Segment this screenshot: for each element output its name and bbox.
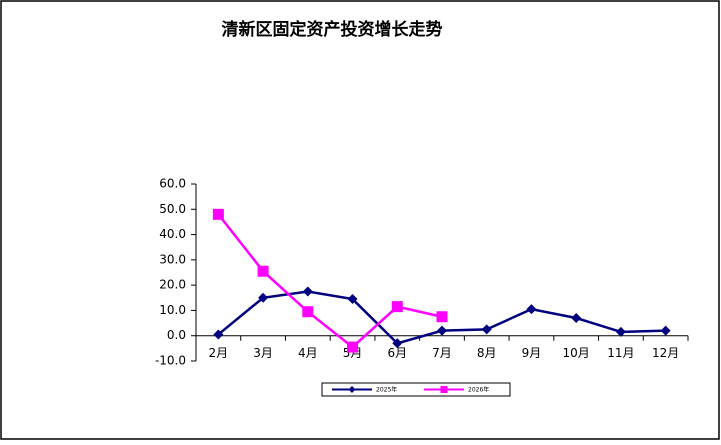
marker <box>213 329 224 340</box>
series-line <box>217 213 443 349</box>
x-tick-label: 12月 <box>652 346 679 360</box>
x-tick-label: 7月 <box>432 346 452 360</box>
marker <box>258 292 269 303</box>
marker <box>257 265 269 277</box>
marker <box>526 304 537 315</box>
y-tick-label: 60.0 <box>159 177 186 191</box>
marker <box>440 386 448 393</box>
x-tick-label: 4月 <box>298 346 318 360</box>
x-tick-label: 9月 <box>522 346 542 360</box>
marker <box>392 338 403 349</box>
marker <box>615 326 626 337</box>
x-tick-label: 11月 <box>607 346 634 360</box>
marker <box>347 294 358 305</box>
x-tick-label: 8月 <box>477 346 497 360</box>
x-tick-label: 2月 <box>209 346 229 360</box>
chart-title: 清新区固定资产投资增长走势 <box>222 19 443 40</box>
legend-label: 2026年 <box>468 386 489 394</box>
x-tick-label: 3月 <box>253 346 273 360</box>
legend-box <box>321 382 511 397</box>
marker <box>481 324 492 335</box>
y-tick-label: -10.0 <box>155 354 186 368</box>
y-tick-label: 20.0 <box>159 278 186 292</box>
marker <box>302 306 314 318</box>
legend-label: 2025年 <box>376 386 397 394</box>
y-tick-label: 30.0 <box>159 252 186 266</box>
x-tick-label: 10月 <box>563 346 590 360</box>
y-tick-label: 10.0 <box>159 303 186 317</box>
marker <box>348 386 356 393</box>
marker <box>660 325 671 336</box>
marker <box>212 208 224 220</box>
marker <box>436 311 448 323</box>
marker <box>571 313 582 324</box>
marker <box>391 301 403 313</box>
y-tick-label: 50.0 <box>159 202 186 216</box>
x-tick-label: 6月 <box>387 346 407 360</box>
marker <box>437 325 447 336</box>
y-tick-label: 40.0 <box>159 227 186 241</box>
marker <box>302 286 313 297</box>
y-tick-label: 0.0 <box>167 328 186 342</box>
marker <box>347 341 359 353</box>
